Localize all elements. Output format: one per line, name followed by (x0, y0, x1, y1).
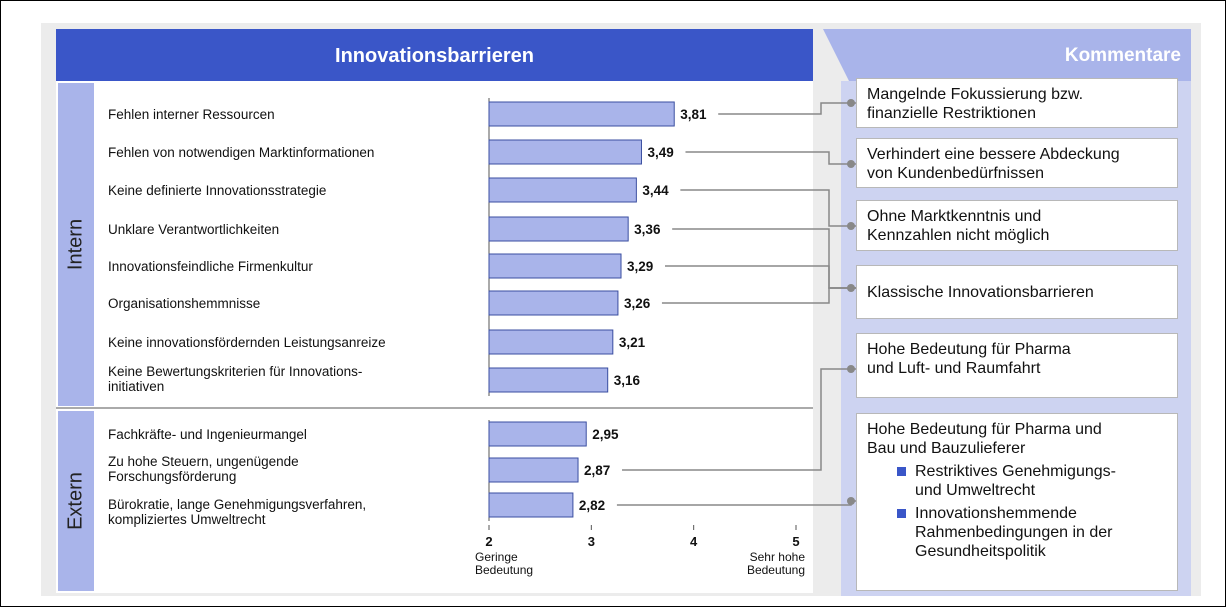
value-label: 2,95 (592, 427, 619, 442)
bar (488, 421, 587, 447)
category-label: Zu hohe Steuern, ungenügende Forschungsf… (108, 454, 299, 484)
chart-title: Innovationsbarrieren (335, 45, 534, 67)
comment-text: Ohne Marktkenntnis und Kennzahlen nicht … (867, 208, 1050, 244)
connector-dot (847, 284, 855, 292)
bar (488, 290, 619, 316)
value-label: 2,82 (579, 498, 605, 513)
bar (488, 367, 609, 393)
bar (488, 101, 675, 127)
category-label: Fachkräfte- und Ingenieurmangel (108, 426, 307, 442)
connector (680, 189, 856, 227)
value-label: 3,49 (647, 145, 673, 160)
connector (661, 287, 856, 304)
comment-bullet: Restriktives Genehmigungs- und Umweltrec… (867, 462, 1167, 500)
bar (488, 253, 622, 279)
value-label: 3,44 (642, 183, 669, 198)
group-bar (58, 411, 94, 591)
bar (488, 139, 642, 165)
comment-box: Mangelnde Fokussierung bzw. finanzielle … (856, 78, 1178, 128)
comment-text: Mangelnde Fokussierung bzw. finanzielle … (867, 86, 1084, 122)
connector-dot (847, 497, 855, 505)
value-label: 3,29 (627, 259, 653, 274)
group-label: Extern (64, 472, 86, 530)
comment-box: Hohe Bedeutung für Pharma und Luft- und … (856, 333, 1178, 398)
category-label: Unklare Verantwortlichkeiten (108, 221, 280, 237)
category-label: Fehlen interner Ressourcen (108, 106, 275, 122)
comments-title: Kommentare (1064, 45, 1181, 66)
category-label: Keine definierte Innovationsstrategie (108, 182, 327, 198)
comment-box: Klassische Innovationsbarrieren (856, 265, 1178, 319)
x-high-label: Sehr hohe Bedeutung (746, 550, 805, 577)
x-tick-label: 4 (690, 534, 698, 549)
value-label: 3,21 (619, 335, 646, 350)
value-label: 3,26 (624, 296, 651, 311)
x-tick-label: 5 (792, 534, 799, 549)
value-label: 3,81 (680, 107, 707, 122)
category-label: Bürokratie, lange Genehmigungsverfahren,… (108, 497, 367, 527)
connector-dot (847, 99, 855, 107)
bar (488, 492, 574, 518)
value-label: 3,36 (634, 222, 661, 237)
comment-text: Klassische Innovationsbarrieren (867, 283, 1094, 301)
comment-box: Verhindert eine bessere Abdeckung von Ku… (856, 138, 1178, 188)
comment-box: Hohe Bedeutung für Pharma und Bau und Ba… (856, 413, 1178, 591)
category-label: Innovationsfeindliche Firmenkultur (108, 258, 313, 274)
comment-text: Hohe Bedeutung für Pharma und Luft- und … (867, 341, 1071, 377)
x-low-label: Geringe Bedeutung (475, 550, 534, 577)
x-tick-label: 2 (485, 534, 492, 549)
bar (488, 177, 637, 203)
comment-text: Verhindert eine bessere Abdeckung von Ku… (867, 146, 1120, 182)
bar (488, 329, 614, 355)
value-label: 3,16 (614, 373, 641, 388)
title-bar (56, 29, 813, 81)
comment-banner (823, 29, 1191, 81)
connector-dot (847, 160, 855, 168)
bar (488, 457, 579, 483)
comment-text: Hohe Bedeutung für Pharma und Bau und Ba… (867, 421, 1102, 457)
bar (488, 216, 629, 242)
comment-box: Ohne Marktkenntnis und Kennzahlen nicht … (856, 200, 1178, 251)
value-label: 2,87 (584, 463, 610, 478)
category-label: Keine Bewertungskriterien für Innovation… (108, 364, 363, 394)
connector-dot (847, 222, 855, 230)
category-label: Keine innovationsfördernden Leistungsanr… (108, 334, 386, 350)
connector (718, 102, 856, 115)
category-label: Organisationshemmnisse (108, 295, 261, 311)
connector (685, 151, 856, 165)
x-tick-label: 3 (588, 534, 595, 549)
connector-dot (847, 365, 855, 373)
category-label: Fehlen von notwendigen Marktinformatione… (108, 144, 375, 160)
group-bar (58, 83, 94, 406)
connector (622, 368, 856, 471)
plot-area (56, 81, 813, 593)
comment-bullet: Innovationshemmende Rahmenbedingungen in… (867, 504, 1167, 561)
group-label: Intern (64, 219, 86, 270)
